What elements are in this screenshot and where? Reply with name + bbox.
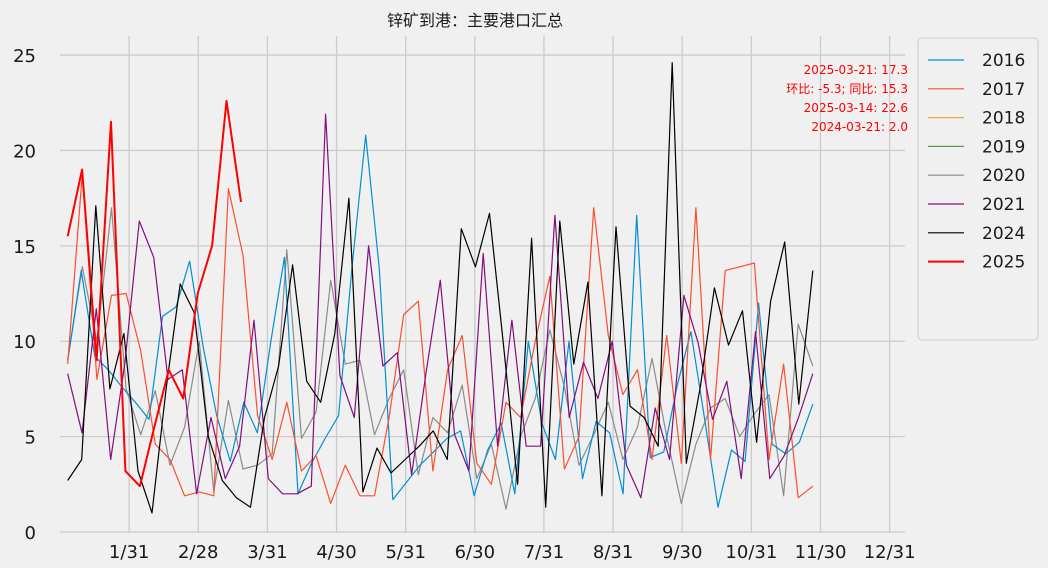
- series-line-2017: [67, 172, 814, 504]
- x-tick-label: 3/31: [247, 542, 287, 563]
- series-line-2025: [66, 99, 242, 488]
- annotation-line: 2025-03-21: 17.3: [804, 63, 908, 77]
- x-tick-label: 9/30: [662, 542, 702, 563]
- annotation-line: 环比: -5.3; 同比: 15.3: [786, 82, 908, 96]
- annotation-line: 2025-03-14: 22.6: [804, 101, 908, 115]
- x-tick-label: 8/31: [593, 542, 633, 563]
- y-tick-labels: 0 5 10 15 20 25: [13, 46, 36, 544]
- x-tick-label: 7/31: [524, 542, 564, 563]
- y-tick-label: 5: [25, 428, 36, 449]
- legend-label: 2024: [982, 224, 1025, 244]
- x-tick-label: 11/30: [795, 542, 847, 563]
- x-tick-labels: 1/31 2/28 3/31 4/30 5/31 6/30 7/31 8/31 9/30 10/3…: [109, 542, 916, 563]
- y-tick-label: 15: [13, 237, 36, 258]
- legend-label: 2025: [982, 253, 1025, 273]
- x-tick-label: 12/31: [864, 542, 916, 563]
- x-tick-label: 10/31: [725, 542, 777, 563]
- series-lines: [66, 62, 814, 514]
- legend-label: 2018: [982, 109, 1025, 129]
- legend-label: 2017: [982, 80, 1025, 100]
- legend: 2016 2017 2018 2019 2020 2021 2024 2025: [917, 37, 1039, 341]
- y-tick-label: 0: [25, 523, 36, 544]
- series-line-2020: [67, 207, 814, 510]
- x-tick-label: 2/28: [178, 542, 218, 563]
- legend-label: 2020: [982, 166, 1025, 186]
- x-tick-label: 1/31: [109, 542, 149, 563]
- annotation: 2025-03-21: 17.3 环比: -5.3; 同比: 15.3 2025-0…: [786, 63, 908, 134]
- x-tick-label: 6/30: [455, 542, 495, 563]
- legend-label: 2021: [982, 195, 1025, 215]
- annotation-line: 2024-03-21: 2.0: [811, 120, 908, 134]
- series-line-2021: [67, 113, 814, 499]
- x-tick-label: 5/31: [385, 542, 425, 563]
- x-tick-label: 4/30: [316, 542, 356, 563]
- series-line-2024: [67, 62, 814, 514]
- y-tick-label: 20: [13, 141, 36, 162]
- y-tick-label: 10: [13, 332, 36, 353]
- legend-label: 2016: [982, 51, 1025, 71]
- legend-box: [917, 37, 1039, 341]
- legend-label: 2019: [982, 137, 1025, 157]
- chart-title: 锌矿到港：主要港口汇总: [387, 11, 563, 30]
- series-line-2016: [67, 134, 814, 508]
- y-tick-label: 25: [13, 46, 36, 67]
